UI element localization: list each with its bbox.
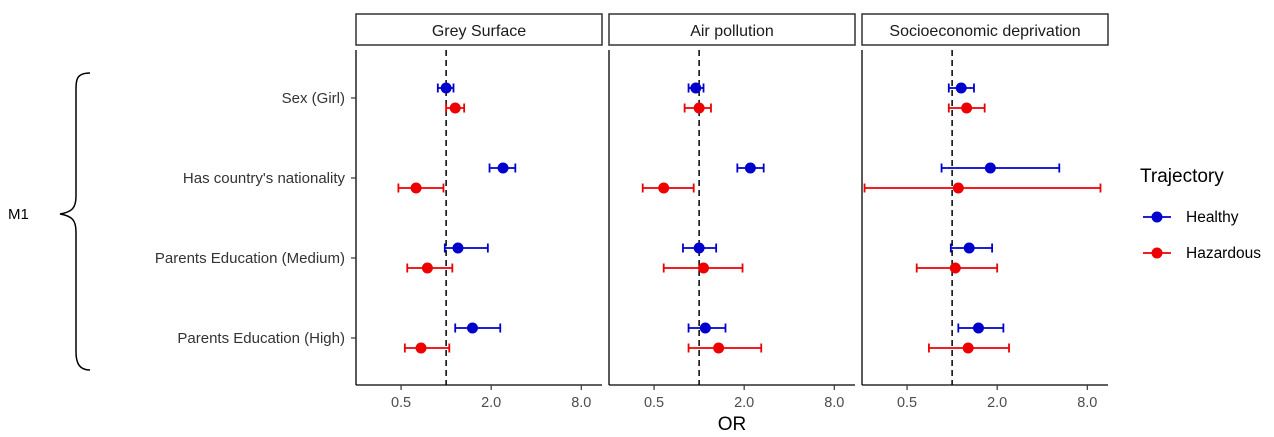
facet-title: Grey Surface — [432, 23, 526, 40]
row-labels: Sex (Girl) Has country's nationality Par… — [155, 90, 346, 347]
facet-strip — [608, 13, 856, 46]
point-hazardous — [962, 342, 974, 354]
facet-title: Air pollution — [690, 23, 774, 40]
facet-panel-socioeconomic-deprivation: Socioeconomic deprivation 0.5 2.0 8.0 — [861, 13, 1109, 411]
x-axis-title: OR — [718, 414, 747, 435]
point-healthy — [972, 322, 984, 334]
facet-panel-air-pollution: Air pollution 0.5 2.0 8.0 — [608, 13, 856, 411]
point-hazardous — [713, 342, 725, 354]
point-healthy — [466, 322, 478, 334]
point-healthy — [744, 162, 756, 174]
point-healthy — [693, 242, 705, 254]
point-hazardous — [658, 182, 670, 194]
point-hazardous — [698, 262, 710, 274]
row-label-education-medium: Parents Education (Medium) — [155, 250, 345, 267]
point-hazardous — [410, 182, 422, 194]
point-hazardous — [421, 262, 433, 274]
legend-title: Trajectory — [1140, 166, 1224, 187]
point-healthy — [955, 82, 967, 94]
facet-title: Socioeconomic deprivation — [889, 23, 1080, 40]
y-ticks — [351, 97, 356, 339]
group-brace — [59, 72, 91, 371]
point-healthy — [984, 162, 996, 174]
x-tick-label: 0.5 — [897, 395, 917, 411]
x-tick-label: 0.5 — [644, 395, 664, 411]
point-healthy — [699, 322, 711, 334]
x-tick-label: 8.0 — [571, 395, 591, 411]
x-tick-label: 2.0 — [734, 395, 754, 411]
x-tick-label: 8.0 — [1077, 395, 1097, 411]
facet-strip — [355, 13, 603, 46]
point-hazardous — [449, 102, 461, 114]
x-tick-label: 8.0 — [824, 395, 844, 411]
point-hazardous — [952, 182, 964, 194]
point-hazardous — [949, 262, 961, 274]
legend-label-healthy: Healthy — [1186, 209, 1239, 226]
legend-entry-hazardous: Hazardous — [1143, 245, 1261, 262]
point-hazardous — [415, 342, 427, 354]
point-healthy — [440, 82, 452, 94]
x-tick-label: 2.0 — [481, 395, 501, 411]
group-label: M1 — [8, 206, 29, 223]
point-healthy — [963, 242, 975, 254]
facet-strip — [861, 13, 1109, 46]
legend-entry-healthy: Healthy — [1143, 209, 1239, 226]
facet-axis-lines — [355, 50, 602, 386]
facet-axis-lines — [608, 50, 855, 386]
legend-label-hazardous: Hazardous — [1186, 245, 1261, 262]
point-healthy — [452, 242, 464, 254]
point-healthy — [497, 162, 509, 174]
point-healthy — [690, 82, 702, 94]
legend: Trajectory Healthy Hazardous — [1140, 166, 1261, 262]
facet-axis-lines — [861, 50, 1108, 386]
x-tick-label: 0.5 — [391, 395, 411, 411]
row-label-nationality: Has country's nationality — [183, 170, 346, 187]
point-hazardous — [693, 102, 705, 114]
point-hazardous — [961, 102, 973, 114]
facet-panel-grey-surface: Grey Surface 0.5 2.0 8.0 — [355, 13, 603, 411]
row-label-education-high: Parents Education (High) — [177, 330, 345, 347]
row-label-sex: Sex (Girl) — [282, 90, 345, 107]
x-tick-label: 2.0 — [987, 395, 1007, 411]
